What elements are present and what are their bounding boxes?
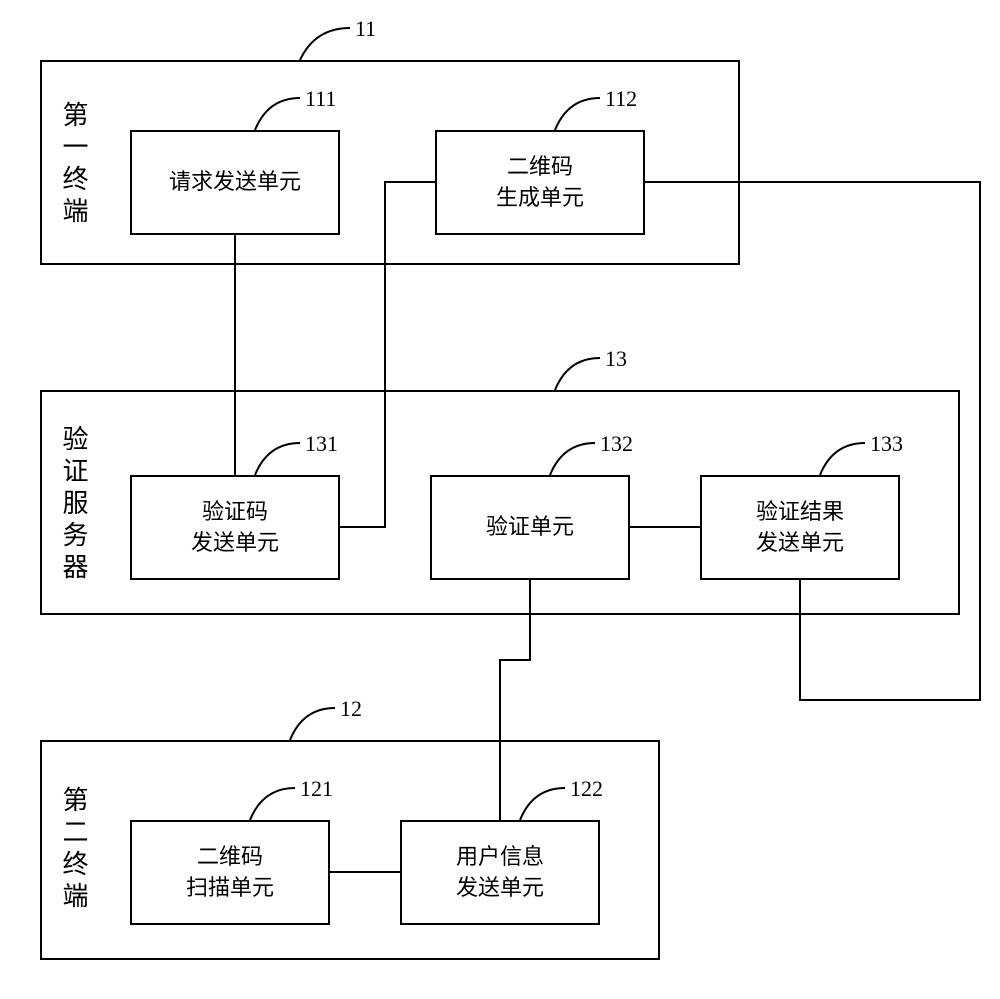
unit-122-label2: 发送单元 xyxy=(456,873,544,904)
unit-133-label1: 验证结果 xyxy=(756,497,844,528)
container-terminal1-label: 第一终端 xyxy=(55,90,92,240)
label-12: 12 xyxy=(340,696,362,722)
unit-112-label1: 二维码 xyxy=(496,152,584,183)
unit-131-label1: 验证码 xyxy=(191,497,279,528)
container-terminal2-label: 第二终端 xyxy=(55,775,92,925)
label-112: 112 xyxy=(605,86,637,112)
unit-133: 验证结果 发送单元 xyxy=(700,475,900,580)
leader-12 xyxy=(290,708,335,740)
unit-111-label: 请求发送单元 xyxy=(169,167,301,198)
container-server-label: 验证服务器 xyxy=(55,410,92,600)
leader-13 xyxy=(555,358,600,390)
label-133: 133 xyxy=(870,431,903,457)
unit-132-label: 验证单元 xyxy=(486,512,574,543)
leader-11 xyxy=(300,28,350,60)
label-122: 122 xyxy=(570,776,603,802)
unit-121: 二维码 扫描单元 xyxy=(130,820,330,925)
label-11: 11 xyxy=(355,16,376,42)
label-132: 132 xyxy=(600,431,633,457)
unit-112: 二维码 生成单元 xyxy=(435,130,645,235)
label-13: 13 xyxy=(605,346,627,372)
unit-131-label2: 发送单元 xyxy=(191,528,279,559)
unit-121-label1: 二维码 xyxy=(186,842,274,873)
unit-131: 验证码 发送单元 xyxy=(130,475,340,580)
unit-132: 验证单元 xyxy=(430,475,630,580)
label-121: 121 xyxy=(300,776,333,802)
label-111: 111 xyxy=(305,86,336,112)
unit-122: 用户信息 发送单元 xyxy=(400,820,600,925)
unit-121-label2: 扫描单元 xyxy=(186,873,274,904)
unit-133-label2: 发送单元 xyxy=(756,528,844,559)
unit-122-label1: 用户信息 xyxy=(456,842,544,873)
label-131: 131 xyxy=(305,431,338,457)
unit-111: 请求发送单元 xyxy=(130,130,340,235)
unit-112-label2: 生成单元 xyxy=(496,183,584,214)
